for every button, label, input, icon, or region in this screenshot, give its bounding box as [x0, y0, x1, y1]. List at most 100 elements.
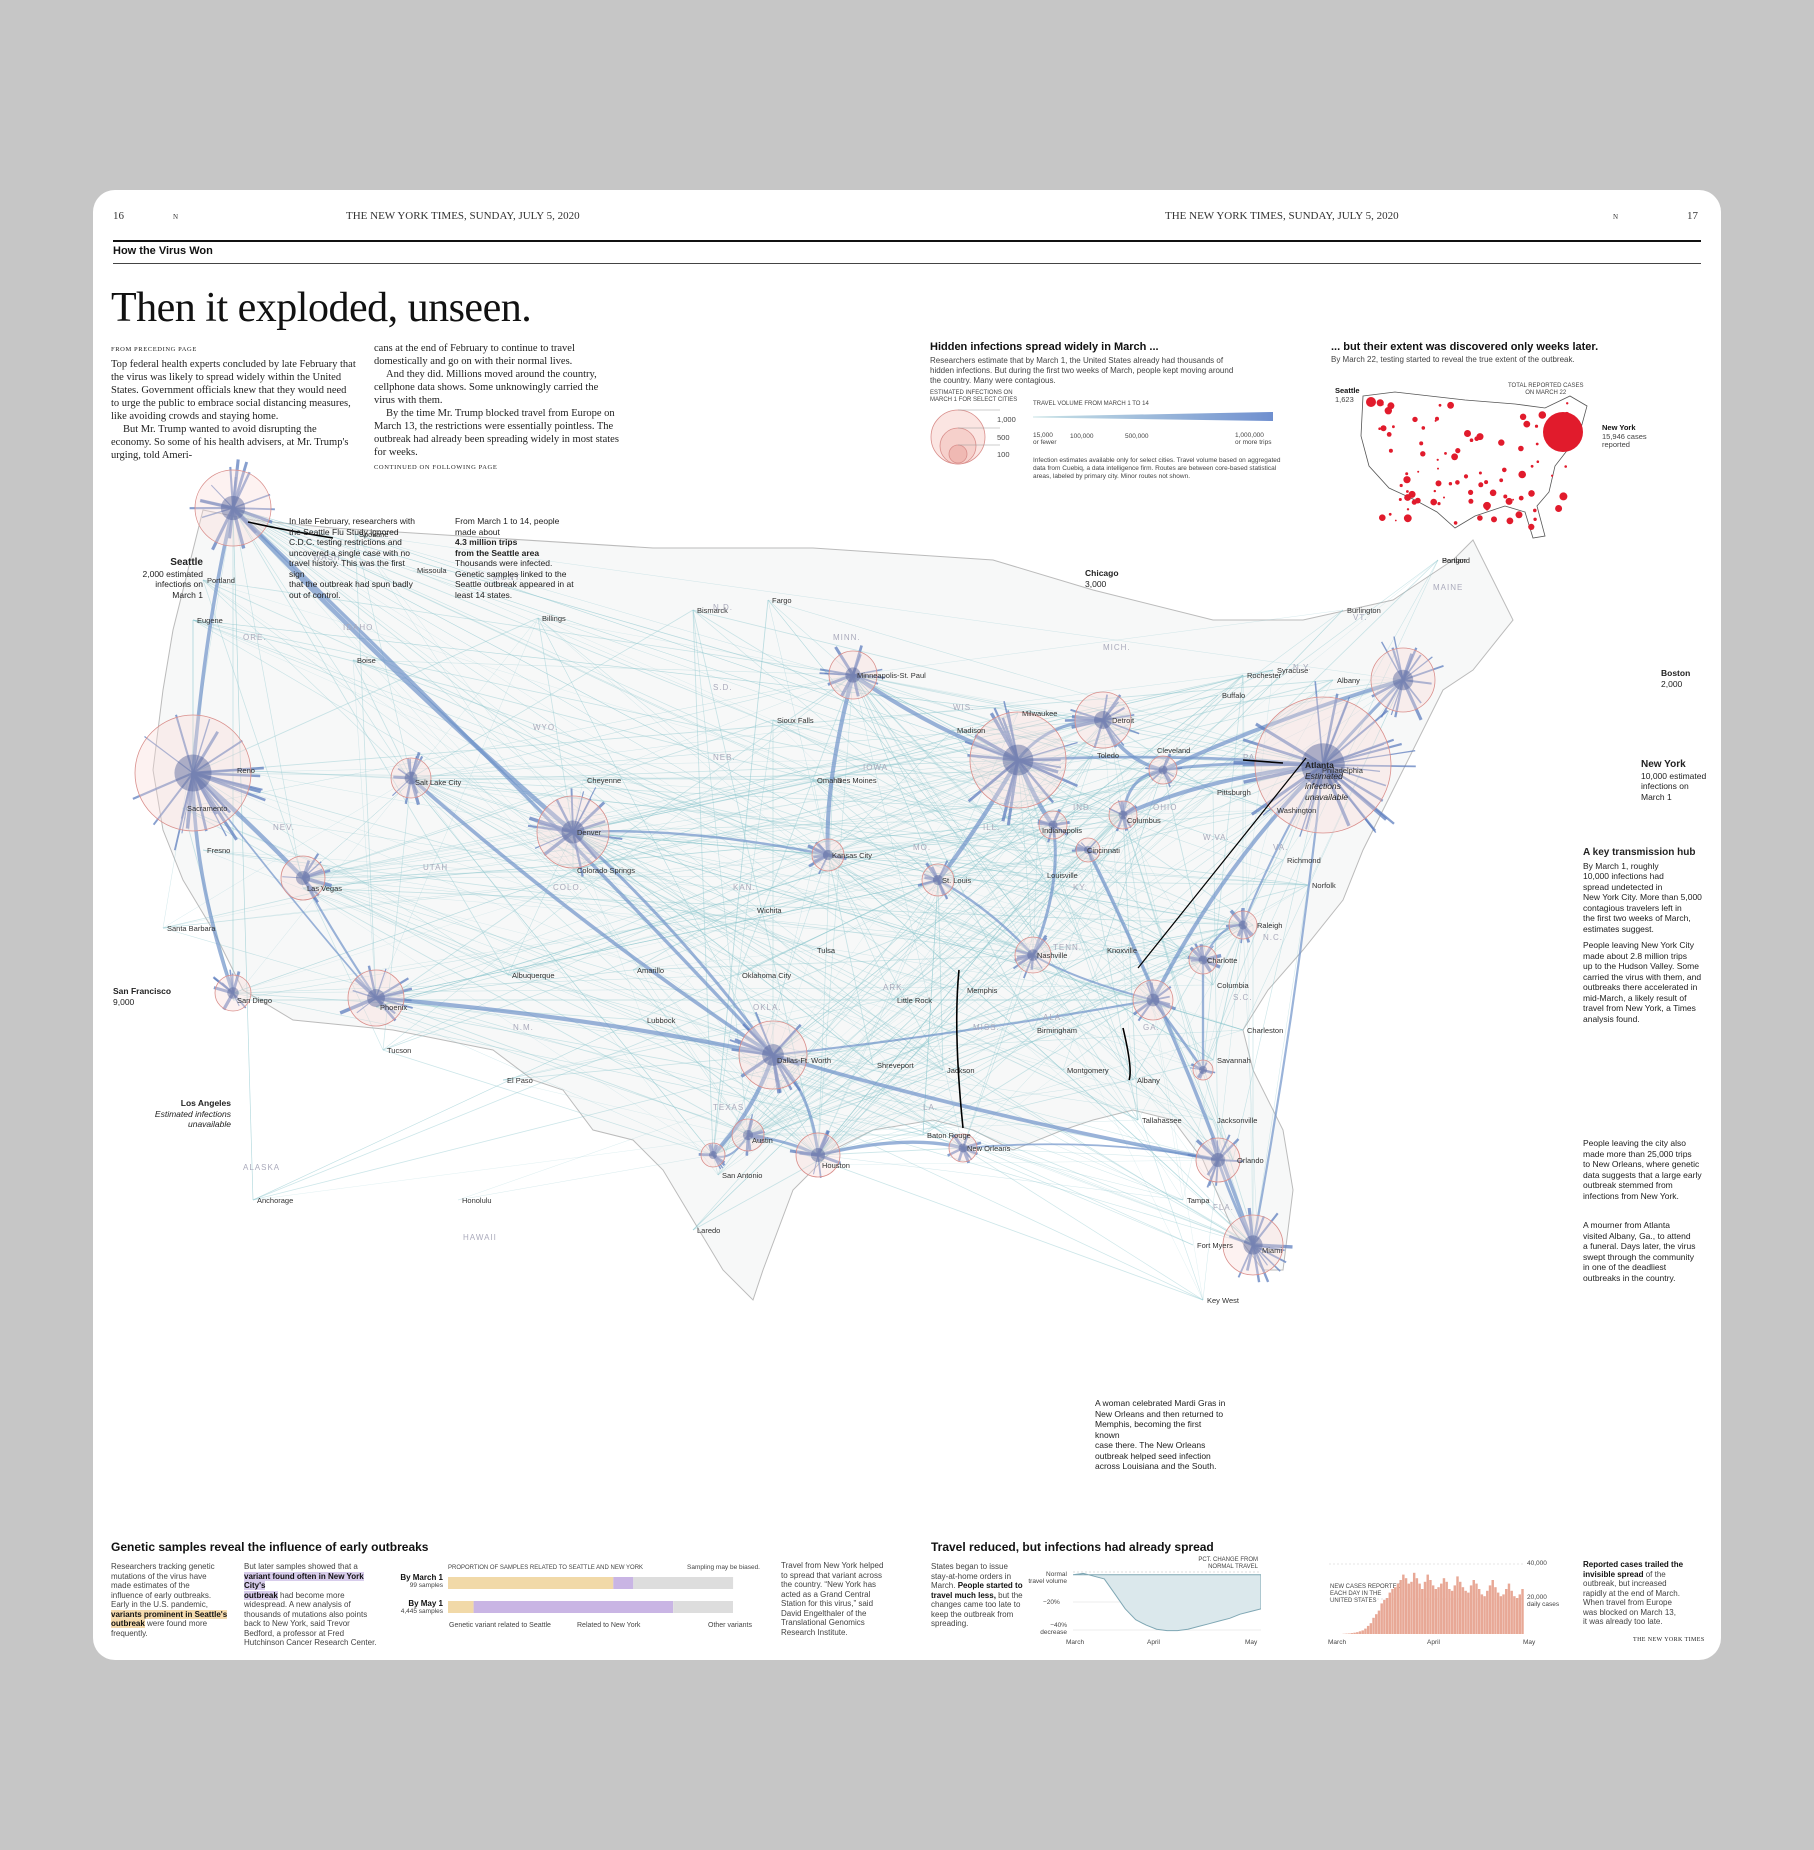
minor-route [192, 772, 1184, 1201]
city-label: Washington [1277, 806, 1316, 815]
state-label: MAINE [1433, 583, 1463, 592]
genetic-line: Travel from New York helped [781, 1561, 884, 1570]
genetic-line: made estimates of the [111, 1581, 190, 1590]
case-dot [1408, 490, 1416, 498]
hub-core [1243, 1235, 1263, 1255]
case-dot [1421, 426, 1426, 430]
infection-circle [969, 711, 1067, 809]
infection-circle [1014, 936, 1052, 974]
case-dot [1419, 441, 1424, 446]
case-dot [1444, 452, 1447, 455]
minor-route [1017, 759, 1044, 876]
minor-route [232, 712, 1019, 994]
minor-route [572, 669, 1274, 833]
extent-desc: By March 22, testing started to reveal t… [1331, 355, 1575, 364]
minor-route [302, 814, 1124, 889]
mardi-note-line: A woman celebrated Mardi Gras in [1095, 1398, 1226, 1408]
hub-spoke [393, 775, 412, 780]
case-bar [1410, 1581, 1413, 1634]
infection-size-legend [930, 409, 1000, 465]
city-label: Louisville [1047, 871, 1078, 880]
city-label: Little Rock [897, 996, 932, 1005]
city-label: Madison [957, 726, 985, 735]
minor-route [872, 999, 1154, 1066]
minor-route [382, 674, 854, 1051]
hub-spoke [1401, 653, 1414, 681]
case-bar [1475, 1583, 1478, 1634]
state-label: GA. [1143, 1023, 1160, 1032]
extent-seattle-value: 1,623 [1335, 395, 1354, 404]
minor-route [632, 854, 829, 971]
hub-spoke [1017, 758, 1062, 781]
legend-seattle: Genetic variant related to Seattle [449, 1622, 551, 1629]
case-dot [1430, 498, 1437, 506]
albany-annotation: A mourner from Atlanta visited Albany, G… [1583, 1220, 1703, 1283]
genetic-title: Genetic samples reveal the influence of … [111, 1540, 429, 1554]
minor-route [1242, 679, 1404, 1031]
hub-spoke [1145, 767, 1164, 771]
hub-spoke [375, 997, 413, 1009]
transmission-hub-annotation: A key transmission hub By March 1, rough… [1583, 847, 1703, 1024]
minor-route [852, 674, 939, 881]
minor-route [1202, 674, 1244, 1071]
minor-route [1122, 814, 1259, 1251]
state-label: S.C. [1233, 993, 1253, 1002]
hub-note-line: analysis found. [1583, 1013, 1640, 1024]
newspaper-spread: 16 N THE NEW YORK TIMES, SUNDAY, JULY 5,… [93, 190, 1721, 1660]
extent-title: ... but their extent was discovered only… [1331, 341, 1599, 353]
hub-spoke [354, 977, 378, 1000]
hub-spoke [282, 876, 304, 879]
article-paragraph: cans at the end of February to continue … [374, 343, 575, 367]
infection-circle [731, 1118, 765, 1152]
hub-spoke [1017, 759, 1055, 804]
hub-spoke [211, 507, 235, 551]
city-label: Spokane [359, 530, 389, 539]
major-route [1015, 759, 1055, 827]
city-label: Bangor [1442, 556, 1467, 565]
state-label: TENN. [1053, 943, 1082, 952]
minor-route [232, 507, 412, 783]
cases-line: rapidly at the end of March. [1583, 1588, 1680, 1598]
hub-spoke [1121, 814, 1129, 831]
y-20-label: −20% [1043, 1599, 1060, 1606]
cases-bold: Reported cases trailed the [1583, 1560, 1684, 1569]
minor-route [817, 874, 1044, 1156]
case-bar [1369, 1623, 1373, 1634]
paper-date-left: THE NEW YORK TIMES, SUNDAY, JULY 5, 2020 [346, 210, 580, 222]
minor-route [747, 999, 1154, 1141]
case-dot [1483, 501, 1491, 510]
genetic-bar-segment [613, 1577, 634, 1589]
y-normal-line: travel volume [1028, 1578, 1067, 1585]
city-label: Honolulu [462, 1196, 492, 1205]
sf-title: San Francisco [113, 986, 172, 996]
continued-line: CONTINUED ON FOLLOWING PAGE [374, 464, 498, 471]
hub-spoke [302, 876, 333, 888]
minor-route [817, 879, 939, 1156]
minor-route [375, 1006, 819, 1156]
hub-spoke [232, 992, 247, 1009]
minor-route [302, 814, 1124, 889]
infection-circle [1228, 910, 1258, 940]
city-label: Fresno [207, 846, 230, 855]
minor-route [410, 719, 1109, 779]
city-label: Birmingham [1037, 1026, 1077, 1035]
minor-route [952, 729, 1219, 1161]
minor-route [192, 619, 1034, 956]
seattle-title: Seattle [170, 557, 203, 568]
hub-spoke [572, 830, 623, 841]
minor-route [827, 854, 894, 1001]
case-bar [1488, 1585, 1492, 1634]
hub-spoke [1102, 706, 1126, 721]
hub-spoke [1380, 641, 1404, 681]
major-route [572, 830, 775, 1056]
hub-spoke [817, 1153, 842, 1165]
hub-spoke [1217, 1138, 1240, 1161]
hub-spoke [1322, 696, 1351, 766]
minor-route [302, 887, 1204, 961]
minor-route [1052, 824, 1234, 1161]
boston-title: Boston [1661, 668, 1691, 678]
major-route [711, 1054, 775, 1157]
genetic-line: Station for this virus,” said [781, 1599, 874, 1608]
case-dot [1503, 494, 1508, 499]
minor-route [382, 1049, 714, 1156]
